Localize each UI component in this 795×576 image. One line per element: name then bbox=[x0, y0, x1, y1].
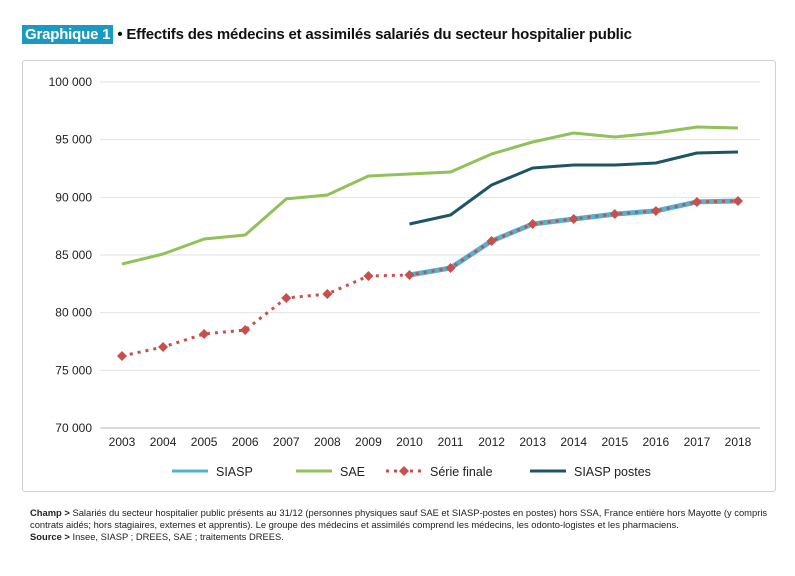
data-point-marker bbox=[363, 270, 374, 281]
source-label: Source > bbox=[30, 531, 70, 542]
legend-label: SIASP bbox=[216, 465, 253, 479]
y-tick-label: 100 000 bbox=[49, 75, 93, 89]
legend-label: Série finale bbox=[430, 465, 493, 479]
x-tick-label: 2016 bbox=[643, 435, 670, 449]
x-tick-label: 2011 bbox=[438, 435, 464, 449]
y-tick-label: 70 000 bbox=[55, 421, 92, 435]
source-text: Insee, SIASP ; DREES, SAE ; traitements … bbox=[69, 531, 284, 542]
x-tick-label: 2005 bbox=[191, 435, 218, 449]
data-point-marker bbox=[733, 196, 743, 207]
x-tick-label: 2008 bbox=[314, 435, 341, 449]
data-point-marker bbox=[117, 351, 127, 362]
y-tick-label: 95 000 bbox=[55, 133, 92, 147]
chart-frame bbox=[22, 60, 776, 492]
data-point-marker bbox=[691, 196, 702, 207]
chart-tag: Graphique 1 bbox=[22, 25, 114, 44]
data-point-marker bbox=[281, 293, 292, 304]
legend-label: SIASP postes bbox=[574, 465, 651, 479]
data-point-marker bbox=[568, 214, 579, 225]
x-tick-label: 2004 bbox=[150, 435, 177, 449]
y-tick-label: 80 000 bbox=[55, 306, 92, 320]
champ-note: Champ > Salariés du secteur hospitalier … bbox=[30, 507, 775, 531]
x-tick-label: 2014 bbox=[560, 435, 587, 449]
chart-title: Graphique 1 • Effectifs des médecins et a… bbox=[22, 25, 632, 44]
data-point-marker bbox=[445, 263, 456, 274]
source-note: Source > Insee, SIASP ; DREES, SAE ; tra… bbox=[30, 531, 775, 543]
series-line-serie-finale bbox=[121, 199, 739, 358]
data-point-marker bbox=[404, 269, 415, 280]
chart-title-text: • Effectifs des médecins et assimilés sa… bbox=[117, 26, 632, 43]
series-line-sae bbox=[121, 125, 739, 266]
x-tick-label: 2007 bbox=[273, 435, 300, 449]
y-tick-label: 75 000 bbox=[55, 363, 92, 377]
legend-label: SAE bbox=[340, 465, 365, 479]
data-point-marker bbox=[240, 324, 251, 335]
series-line-siasp-postes bbox=[409, 150, 739, 226]
data-point-marker bbox=[650, 205, 661, 216]
line-chart: 70 000 75 000 80 000 85 000 90 000 95 000 100 … bbox=[49, 75, 760, 479]
data-point-marker bbox=[158, 342, 169, 353]
x-tick-label: 2015 bbox=[601, 435, 628, 449]
x-tick-label: 2006 bbox=[232, 435, 259, 449]
x-tick-label: 2018 bbox=[725, 435, 752, 449]
legend-marker bbox=[399, 466, 409, 476]
champ-label: Champ > bbox=[30, 507, 70, 518]
chart-notes: Champ > Salariés du secteur hospitalier … bbox=[30, 507, 775, 543]
x-tick-label: 2010 bbox=[396, 435, 423, 449]
y-tick-label: 90 000 bbox=[55, 190, 92, 204]
data-point-marker bbox=[527, 218, 538, 229]
y-tick-label: 85 000 bbox=[55, 248, 92, 262]
x-tick-label: 2012 bbox=[478, 435, 505, 449]
x-tick-label: 2009 bbox=[355, 435, 382, 449]
x-tick-label: 2017 bbox=[684, 435, 711, 449]
data-point-marker bbox=[486, 236, 497, 247]
champ-text: Salariés du secteur hospitalier public p… bbox=[30, 507, 768, 530]
series-line-siasp bbox=[409, 198, 739, 278]
data-point-marker bbox=[609, 209, 620, 220]
data-point-marker bbox=[199, 329, 210, 340]
x-tick-label: 2013 bbox=[519, 435, 546, 449]
x-tick-label: 2003 bbox=[109, 435, 136, 449]
data-point-marker bbox=[322, 288, 333, 299]
